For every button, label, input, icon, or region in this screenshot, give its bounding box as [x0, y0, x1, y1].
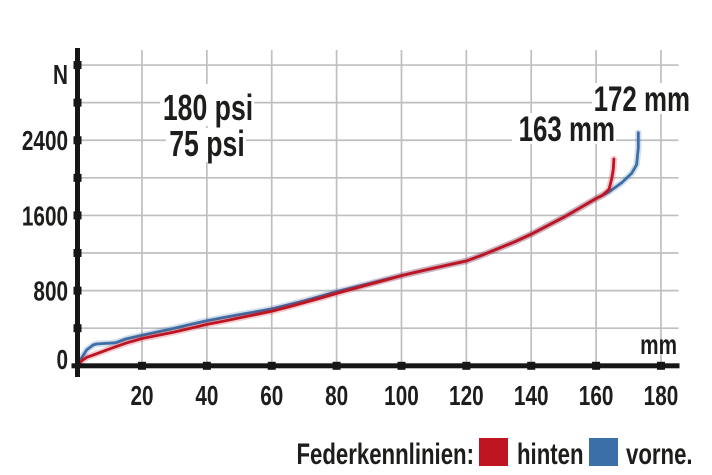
axis-ticks [73, 61, 665, 370]
y-axis-tick [73, 211, 82, 220]
legend: Federkennlinien: hinten vorne. [296, 437, 692, 471]
x-axis-tick-label: 160 [579, 381, 614, 412]
x-axis-tick-label: 80 [325, 381, 348, 412]
data-curves [73, 129, 642, 370]
rear-end-label-mask [512, 113, 616, 144]
y-axis-tick [73, 98, 82, 107]
y-axis-tick [73, 61, 82, 70]
rear-end-travel-label: 163 mm [519, 109, 615, 149]
x-axis-tick-label: 120 [449, 381, 484, 412]
legend-title: Federkennlinien: [296, 437, 474, 471]
x-axis-line [71, 363, 680, 369]
x-axis-tick [267, 361, 276, 370]
y-axis-tick [73, 136, 82, 145]
x-axis-tick-label: 140 [514, 381, 549, 412]
y-axis-tick-label: 0 [56, 345, 68, 376]
y-axis-tick [73, 286, 82, 295]
legend-label-rear: hinten [517, 437, 584, 471]
y-axis-tick-label: 1600 [22, 202, 68, 233]
x-axis-tick [137, 361, 146, 370]
front-end-label-mask [592, 83, 692, 114]
rear-pressure-label-mask [160, 84, 254, 126]
x-axis-tick-label: 100 [384, 381, 419, 412]
curve-vorne [75, 131, 640, 368]
x-axis-tick-label: 180 [644, 381, 679, 412]
x-axis-tick [397, 361, 406, 370]
x-axis-tick-label: 60 [260, 381, 283, 412]
front-end-travel-label: 172 mm [594, 79, 690, 119]
axis-labels: N 2400 1600 800 0 20 40 60 80 100 120 140 160 180 [22, 60, 678, 412]
y-axis-tick [73, 324, 82, 333]
front-pressure-label: 75 psi [169, 123, 245, 164]
y-axis-tick-label: 2400 [22, 126, 68, 157]
x-axis-tick [592, 361, 601, 370]
x-axis-tick [527, 361, 536, 370]
x-axis-tick [462, 361, 471, 370]
curve-hinten [75, 157, 616, 368]
x-axis-tick [202, 361, 211, 370]
y-axis-tick [73, 173, 82, 182]
x-axis-tick-label: 40 [195, 381, 218, 412]
y-axis-tick [73, 249, 82, 258]
x-axis-tick [656, 361, 665, 370]
y-axis-unit-label: N [53, 60, 68, 91]
legend-swatch-rear [479, 438, 508, 466]
legend-swatch-front [589, 438, 618, 466]
x-axis-tick [332, 361, 341, 370]
x-axis-tick-label: 20 [130, 381, 153, 412]
legend-label-front: vorne. [626, 437, 693, 471]
y-axis-tick-label: 800 [33, 277, 68, 308]
rear-pressure-label: 180 psi [163, 87, 253, 128]
front-pressure-label-mask [166, 128, 246, 162]
x-axis-unit-label: mm [640, 330, 677, 361]
